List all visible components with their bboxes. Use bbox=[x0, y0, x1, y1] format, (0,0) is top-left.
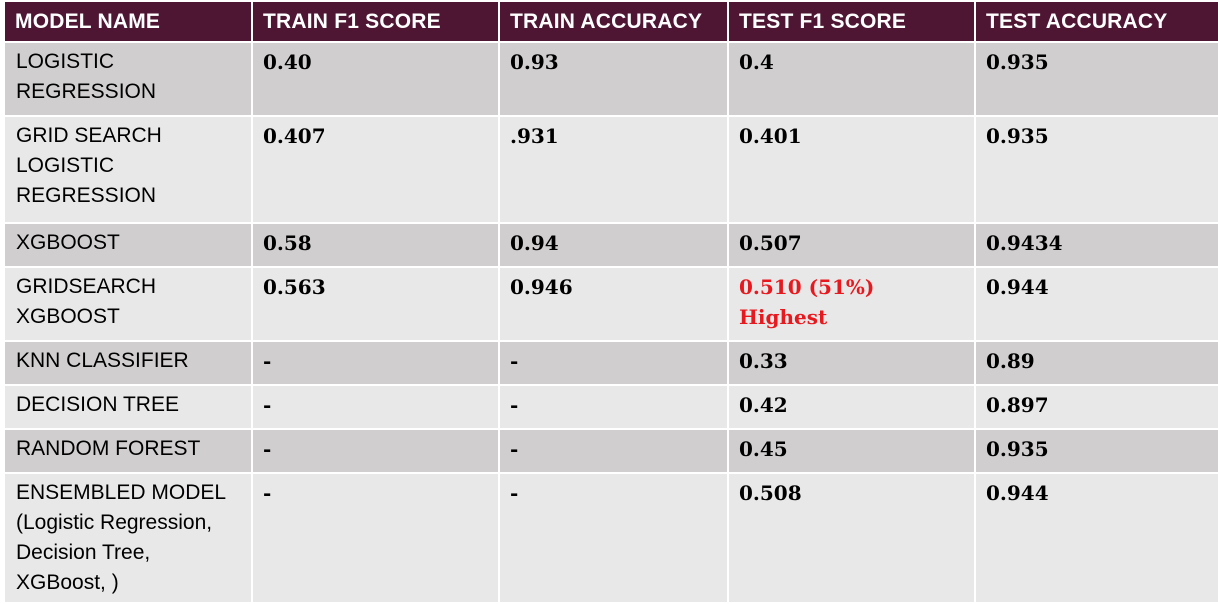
train-f1-cell: 0.407 bbox=[251, 115, 500, 224]
model-name-cell: DECISION TREE bbox=[3, 384, 253, 430]
test-f1-cell: 0.4 bbox=[727, 41, 976, 117]
table-body: LOGISTIC REGRESSION 0.40 0.93 0.4 0.935 G… bbox=[3, 41, 1218, 604]
test-accuracy-cell: 0.935 bbox=[974, 428, 1218, 474]
header-row: MODEL NAME TRAIN F1 SCORE TRAIN ACCURACY… bbox=[3, 0, 1218, 43]
model-name-cell: LOGISTIC REGRESSION bbox=[3, 41, 253, 117]
model-name-line: Decision Tree, bbox=[16, 541, 151, 564]
model-name-line: RANDOM FOREST bbox=[16, 437, 201, 460]
table-row: XGBOOST 0.58 0.94 0.507 0.9434 bbox=[3, 222, 1218, 268]
model-name-line: XGBOOST bbox=[16, 231, 120, 254]
train-accuracy-cell: - bbox=[498, 472, 729, 604]
header-train-accuracy: TRAIN ACCURACY bbox=[498, 0, 729, 43]
model-name-line: GRID SEARCH bbox=[16, 124, 162, 147]
test-f1-cell: 0.507 bbox=[727, 222, 976, 268]
model-name-cell: XGBOOST bbox=[3, 222, 253, 268]
train-accuracy-cell: - bbox=[498, 340, 729, 386]
train-f1-cell: 0.40 bbox=[251, 41, 500, 117]
header-test-f1-score: TEST F1 SCORE bbox=[727, 0, 976, 43]
header-train-f1-score: TRAIN F1 SCORE bbox=[251, 0, 500, 43]
train-f1-cell: - bbox=[251, 340, 500, 386]
table-header: MODEL NAME TRAIN F1 SCORE TRAIN ACCURACY… bbox=[3, 0, 1218, 43]
test-accuracy-cell: 0.897 bbox=[974, 384, 1218, 430]
model-name-cell: GRIDSEARCH XGBOOST bbox=[3, 266, 253, 342]
table-row: KNN CLASSIFIER - - 0.33 0.89 bbox=[3, 340, 1218, 386]
model-name-line: REGRESSION bbox=[16, 80, 157, 103]
table-row: DECISION TREE - - 0.42 0.897 bbox=[3, 384, 1218, 430]
table-row: LOGISTIC REGRESSION 0.40 0.93 0.4 0.935 bbox=[3, 41, 1218, 117]
train-f1-cell: 0.563 bbox=[251, 266, 500, 342]
table-row: GRID SEARCH LOGISTIC REGRESSION 0.407 .931… bbox=[3, 115, 1218, 224]
test-f1-highest-cell: 0.510 (51%) Highest bbox=[727, 266, 976, 342]
model-name-line: XGBoost, ) bbox=[16, 571, 119, 594]
train-accuracy-cell: - bbox=[498, 428, 729, 474]
model-name-cell: GRID SEARCH LOGISTIC REGRESSION bbox=[3, 115, 253, 224]
model-name-line: GRIDSEARCH bbox=[16, 275, 157, 298]
test-accuracy-cell: 0.9434 bbox=[974, 222, 1218, 268]
header-model-name: MODEL NAME bbox=[3, 0, 253, 43]
train-accuracy-cell: 0.94 bbox=[498, 222, 729, 268]
model-name-cell: KNN CLASSIFIER bbox=[3, 340, 253, 386]
model-name-line: DECISION TREE bbox=[16, 393, 179, 416]
test-f1-cell: 0.33 bbox=[727, 340, 976, 386]
table-row: GRIDSEARCH XGBOOST 0.563 0.946 0.510 (51%… bbox=[3, 266, 1218, 342]
test-accuracy-cell: 0.944 bbox=[974, 472, 1218, 604]
model-name-line: (Logistic Regression, bbox=[16, 511, 213, 534]
model-name-line: KNN CLASSIFIER bbox=[16, 349, 189, 372]
test-accuracy-cell: 0.935 bbox=[974, 115, 1218, 224]
model-name-line: REGRESSION bbox=[16, 184, 157, 207]
table-row: ENSEMBLED MODEL (Logistic Regression, Deci… bbox=[3, 472, 1218, 604]
table-row: RANDOM FOREST - - 0.45 0.935 bbox=[3, 428, 1218, 474]
train-accuracy-cell: 0.946 bbox=[498, 266, 729, 342]
train-accuracy-cell: .931 bbox=[498, 115, 729, 224]
test-accuracy-cell: 0.935 bbox=[974, 41, 1218, 117]
train-f1-cell: - bbox=[251, 384, 500, 430]
test-f1-cell: 0.508 bbox=[727, 472, 976, 604]
test-f1-cell: 0.42 bbox=[727, 384, 976, 430]
test-f1-cell: 0.401 bbox=[727, 115, 976, 224]
model-name-line: ENSEMBLED MODEL bbox=[16, 481, 227, 504]
train-accuracy-cell: - bbox=[498, 384, 729, 430]
model-name-cell: ENSEMBLED MODEL (Logistic Regression, Deci… bbox=[3, 472, 253, 604]
results-table: MODEL NAME TRAIN F1 SCORE TRAIN ACCURACY… bbox=[3, 0, 1218, 604]
train-accuracy-cell: 0.93 bbox=[498, 41, 729, 117]
test-accuracy-cell: 0.89 bbox=[974, 340, 1218, 386]
train-f1-cell: - bbox=[251, 428, 500, 474]
test-accuracy-cell: 0.944 bbox=[974, 266, 1218, 342]
model-name-line: LOGISTIC bbox=[16, 50, 115, 73]
model-name-cell: RANDOM FOREST bbox=[3, 428, 253, 474]
train-f1-cell: 0.58 bbox=[251, 222, 500, 268]
model-name-line: LOGISTIC bbox=[16, 154, 115, 177]
train-f1-cell: - bbox=[251, 472, 500, 604]
header-test-accuracy: TEST ACCURACY bbox=[974, 0, 1218, 43]
highest-score-text: 0.510 (51%) Highest bbox=[739, 275, 875, 329]
test-f1-cell: 0.45 bbox=[727, 428, 976, 474]
model-name-line: XGBOOST bbox=[16, 305, 120, 328]
